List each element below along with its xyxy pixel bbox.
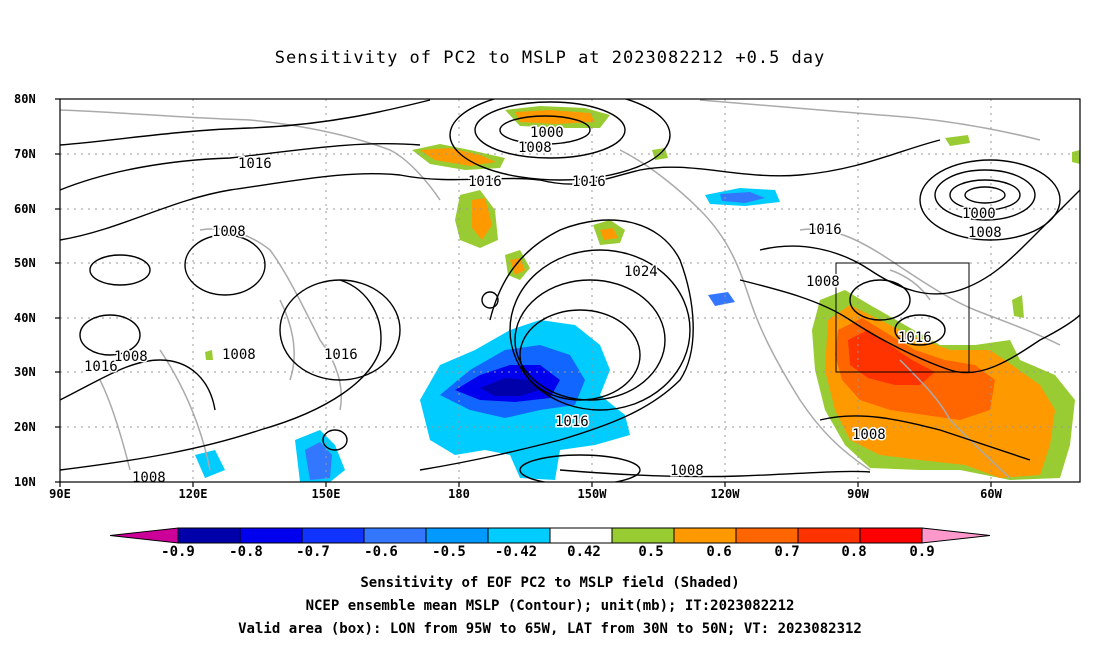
- caption-line-2: NCEP ensemble mean MSLP (Contour); unit(…: [305, 598, 795, 614]
- colorbar-label: 0.9: [909, 544, 935, 560]
- colorbar-swatch: [611, 527, 675, 544]
- colorbar-swatch: [177, 527, 241, 544]
- contour-label: 1016: [468, 174, 502, 190]
- lon-label: 120E: [178, 487, 208, 501]
- chart-title: Sensitivity of PC2 to MSLP at 2023082212…: [274, 48, 826, 68]
- mslp-contours: [60, 99, 1080, 482]
- contour-label: 1008: [132, 470, 166, 486]
- colorbar-swatch: [797, 527, 861, 544]
- lon-label: 150E: [311, 487, 341, 501]
- colorbar-swatch: [301, 527, 365, 544]
- caption-line-3: Valid area (box): LON from 95W to 65W, L…: [238, 621, 862, 637]
- contour-label: 1008: [852, 427, 886, 443]
- colorbar-high-arrow: [921, 527, 991, 544]
- contour-label: 1016: [808, 222, 842, 238]
- graticule: [60, 99, 1080, 482]
- lat-label: 40N: [14, 311, 36, 325]
- colorbar-low-arrow: [109, 527, 179, 544]
- positive-sensitivity-core: [848, 330, 935, 385]
- contour-label: 1016: [84, 359, 118, 375]
- colorbar-label: 0.7: [774, 544, 800, 560]
- contour-label: 1008: [212, 224, 246, 240]
- colorbar-swatch: [549, 527, 613, 544]
- contour-label: 1016: [238, 156, 272, 172]
- contour-label: 1016: [898, 330, 932, 346]
- colorbar-label: -0.6: [364, 544, 398, 560]
- colorbar-label: 0.8: [841, 544, 867, 560]
- contour-label: 1008: [222, 347, 256, 363]
- colorbar-swatch: [673, 527, 737, 544]
- map-frame: [59, 98, 1081, 483]
- contour-label: 1024: [624, 264, 658, 280]
- contour-label: 1000: [962, 206, 996, 222]
- contour-label: 1008: [806, 274, 840, 290]
- lat-label: 50N: [14, 256, 36, 270]
- colorbar-label: 0.6: [706, 544, 732, 560]
- lon-label: 150W: [577, 487, 607, 501]
- contour-label: 1008: [518, 140, 552, 156]
- lon-label: 60W: [980, 487, 1002, 501]
- contour-label: 1016: [555, 414, 589, 430]
- caption-line-1: Sensitivity of EOF PC2 to MSLP field (Sh…: [360, 575, 740, 591]
- contour-labels: 1016 1008 1000 1008 1016 1016 1024 1016 …: [83, 124, 1004, 486]
- contour-label: 1016: [572, 174, 606, 190]
- lat-label: 10N: [14, 475, 36, 489]
- colorbar: [109, 527, 991, 544]
- colorbar-label: -0.42: [494, 544, 538, 560]
- colorbar-swatch: [363, 527, 427, 544]
- colorbar-label: -0.8: [229, 544, 263, 560]
- lon-label: 180: [448, 487, 470, 501]
- colorbar-swatch: [735, 527, 799, 544]
- colorbar-swatch: [487, 527, 551, 544]
- colorbar-label: 0.5: [638, 544, 664, 560]
- lat-label: 60N: [14, 202, 36, 216]
- negative-sensitivity-core-3: [480, 378, 540, 396]
- contour-label: 1008: [670, 463, 704, 479]
- lon-label: 90E: [49, 487, 71, 501]
- colorbar-swatch: [859, 527, 923, 544]
- valid-area-box: [835, 262, 970, 373]
- axis-ticks: [55, 98, 992, 487]
- lat-label: 20N: [14, 420, 36, 434]
- colorbar-label: 0.42: [567, 544, 601, 560]
- colorbar-label: -0.9: [161, 544, 195, 560]
- contour-label: 1000: [530, 125, 564, 141]
- contour-label: 1008: [968, 225, 1002, 241]
- contour-label: 1008: [114, 349, 148, 365]
- lat-label: 70N: [14, 147, 36, 161]
- colorbar-swatch: [239, 527, 303, 544]
- contour-label: 1016: [324, 347, 358, 363]
- lat-label: 80N: [14, 92, 36, 106]
- colorbar-label: -0.7: [296, 544, 330, 560]
- lon-label: 90W: [847, 487, 869, 501]
- colorbar-swatch: [425, 527, 489, 544]
- lon-label: 120W: [710, 487, 740, 501]
- lat-label: 30N: [14, 365, 36, 379]
- colorbar-label: -0.5: [432, 544, 466, 560]
